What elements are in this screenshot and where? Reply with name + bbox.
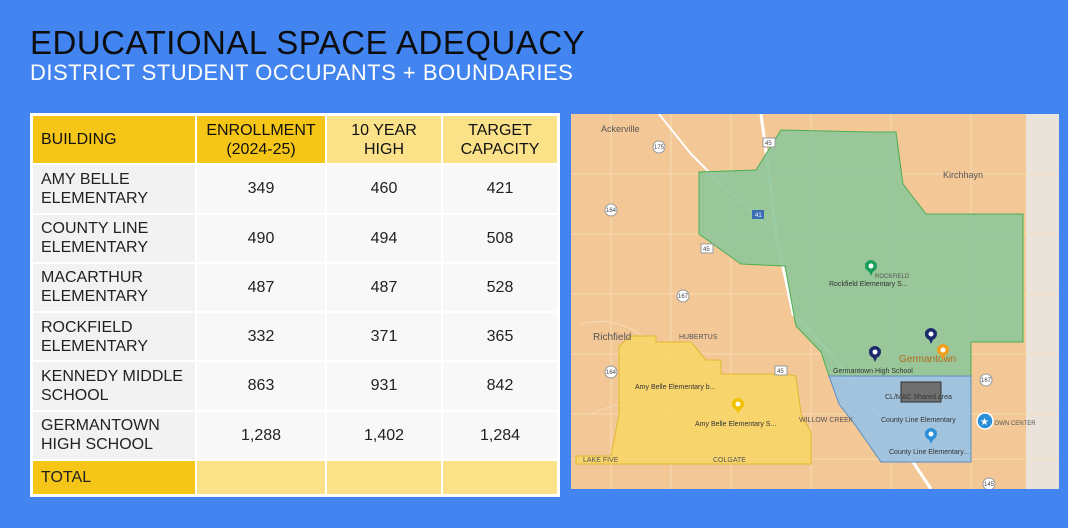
school-marker-county-line[interactable] [924, 428, 937, 444]
svg-text:164: 164 [606, 208, 617, 214]
road-shield-175: 175 [652, 140, 666, 154]
school-label-county-line-2: County Line Elementary... [889, 449, 969, 456]
district-boundary-map[interactable]: Ackerville Kirchhayn Richfield HUBERTUS … [571, 114, 1059, 489]
road-shield-167-east: 167 [979, 373, 993, 387]
svg-text:164: 164 [606, 370, 617, 376]
table-header-row: BUILDING ENROLLMENT (2024-25) 10 YEAR HIGH… [33, 116, 557, 164]
amy-belle-boundary-zone [575, 335, 812, 465]
place-label-rockfield: ROCKFIELD [875, 274, 910, 280]
target-capacity-value: 508 [443, 214, 557, 262]
building-name: ROCKFIELD ELEMENTARY [33, 313, 195, 361]
col-header-enrollment: ENROLLMENT (2024-25) [197, 116, 325, 164]
school-marker-amy-belle[interactable] [731, 398, 744, 414]
road-shield-167: 167 [676, 289, 690, 303]
enrollment-value: 349 [197, 165, 325, 213]
road-shield-45-alt: 45 [700, 243, 714, 254]
school-label-germantown-hs: Germantown High School [833, 368, 913, 375]
target-capacity-value: 842 [443, 362, 557, 410]
table-row: MACARTHUR ELEMENTARY 487 487 528 [33, 263, 557, 311]
star-icon: ★ [980, 417, 989, 428]
total-enrollment-cell [197, 460, 325, 494]
svg-text:175: 175 [654, 145, 665, 151]
star-marker-town-center[interactable]: ★ [976, 412, 994, 430]
target-capacity-value: 1,284 [443, 411, 557, 459]
place-label-ackerville: Ackerville [601, 124, 640, 134]
page-title: EDUCATIONAL SPACE ADEQUACY [30, 24, 586, 61]
ten-year-high-value: 931 [327, 362, 441, 410]
school-label-shared-area: CL/MAC Shared area [885, 394, 952, 401]
school-label-amy-belle-s: Amy Belle Elementary S... [695, 421, 776, 428]
school-marker-germantown-hs[interactable] [868, 346, 881, 362]
ten-year-high-value: 1,402 [327, 411, 441, 459]
place-label-kirchhayn: Kirchhayn [943, 170, 983, 180]
table-row: KENNEDY MIDDLE SCHOOL 863 931 842 [33, 362, 557, 410]
cl-mac-shared-zone [900, 381, 942, 403]
map-out-of-district-area [1026, 114, 1059, 489]
table-row: AMY BELLE ELEMENTARY 349 460 421 [33, 165, 557, 213]
target-capacity-value: 421 [443, 165, 557, 213]
place-label-germantown: Germantown [899, 354, 956, 365]
enrollment-value: 490 [197, 214, 325, 262]
target-capacity-value: 365 [443, 313, 557, 361]
building-name: GERMANTOWN HIGH SCHOOL [33, 411, 195, 459]
svg-text:45: 45 [765, 141, 772, 147]
table-row: GERMANTOWN HIGH SCHOOL 1,288 1,402 1,284 [33, 411, 557, 459]
road-shield-164: 164 [604, 203, 618, 217]
total-target-capacity-cell [443, 460, 557, 494]
svg-text:41: 41 [755, 213, 762, 219]
map-canvas: Ackerville Kirchhayn Richfield HUBERTUS … [571, 114, 1059, 489]
space-adequacy-table: BUILDING ENROLLMENT (2024-25) 10 YEAR HIGH… [30, 113, 560, 497]
road-shield-145: 145 [982, 477, 996, 489]
building-name: MACARTHUR ELEMENTARY [33, 263, 195, 311]
road-shield-45-south: 45 [774, 365, 788, 376]
school-label-rockfield: Rockfield Elementary S... [829, 281, 908, 288]
school-marker-rockfield[interactable] [864, 260, 877, 276]
ten-year-high-value: 487 [327, 263, 441, 311]
svg-text:167: 167 [981, 378, 992, 384]
enrollment-value: 1,288 [197, 411, 325, 459]
enrollment-value: 487 [197, 263, 325, 311]
place-label-lake-five: LAKE FIVE [583, 457, 619, 464]
building-name: KENNEDY MIDDLE SCHOOL [33, 362, 195, 410]
ten-year-high-value: 460 [327, 165, 441, 213]
col-header-10-year-high: 10 YEAR HIGH [327, 116, 441, 164]
svg-text:167: 167 [678, 294, 689, 300]
table-total-row: TOTAL [33, 460, 557, 494]
school-label-amy-belle-b: Amy Belle Elementary b... [635, 384, 716, 391]
svg-text:45: 45 [777, 369, 784, 375]
col-header-target-capacity: TARGET CAPACITY [443, 116, 557, 164]
rockfield-boundary-zone [698, 129, 1024, 377]
total-ten-year-high-cell [327, 460, 441, 494]
school-marker-macarthur[interactable] [936, 344, 949, 360]
place-label-richfield: Richfield [593, 332, 631, 343]
place-label-willow-creek: WILLOW CREEK [799, 417, 854, 424]
target-capacity-value: 528 [443, 263, 557, 311]
road-shield-41: 41 [752, 210, 764, 219]
table-row: ROCKFIELD ELEMENTARY 332 371 365 [33, 313, 557, 361]
svg-text:145: 145 [984, 482, 995, 488]
col-header-building: BUILDING [33, 116, 195, 164]
place-label-colgate: COLGATE [713, 457, 746, 464]
total-label: TOTAL [33, 460, 195, 494]
place-label-town-center: TOWN CENTER [991, 421, 1036, 427]
enrollment-value: 863 [197, 362, 325, 410]
table-row: COUNTY LINE ELEMENTARY 490 494 508 [33, 214, 557, 262]
enrollment-value: 332 [197, 313, 325, 361]
ten-year-high-value: 494 [327, 214, 441, 262]
svg-text:45: 45 [703, 247, 710, 253]
page-subtitle: DISTRICT STUDENT OCCUPANTS + BOUNDARIES [30, 60, 574, 85]
building-name: COUNTY LINE ELEMENTARY [33, 214, 195, 262]
ten-year-high-value: 371 [327, 313, 441, 361]
school-label-county-line-1: County Line Elementary [881, 417, 956, 424]
building-name: AMY BELLE ELEMENTARY [33, 165, 195, 213]
road-shield-45: 45 [762, 137, 776, 148]
place-label-hubertus: HUBERTUS [679, 334, 718, 341]
road-shield-164-south: 164 [604, 365, 618, 379]
school-marker-kennedy[interactable] [924, 328, 937, 344]
